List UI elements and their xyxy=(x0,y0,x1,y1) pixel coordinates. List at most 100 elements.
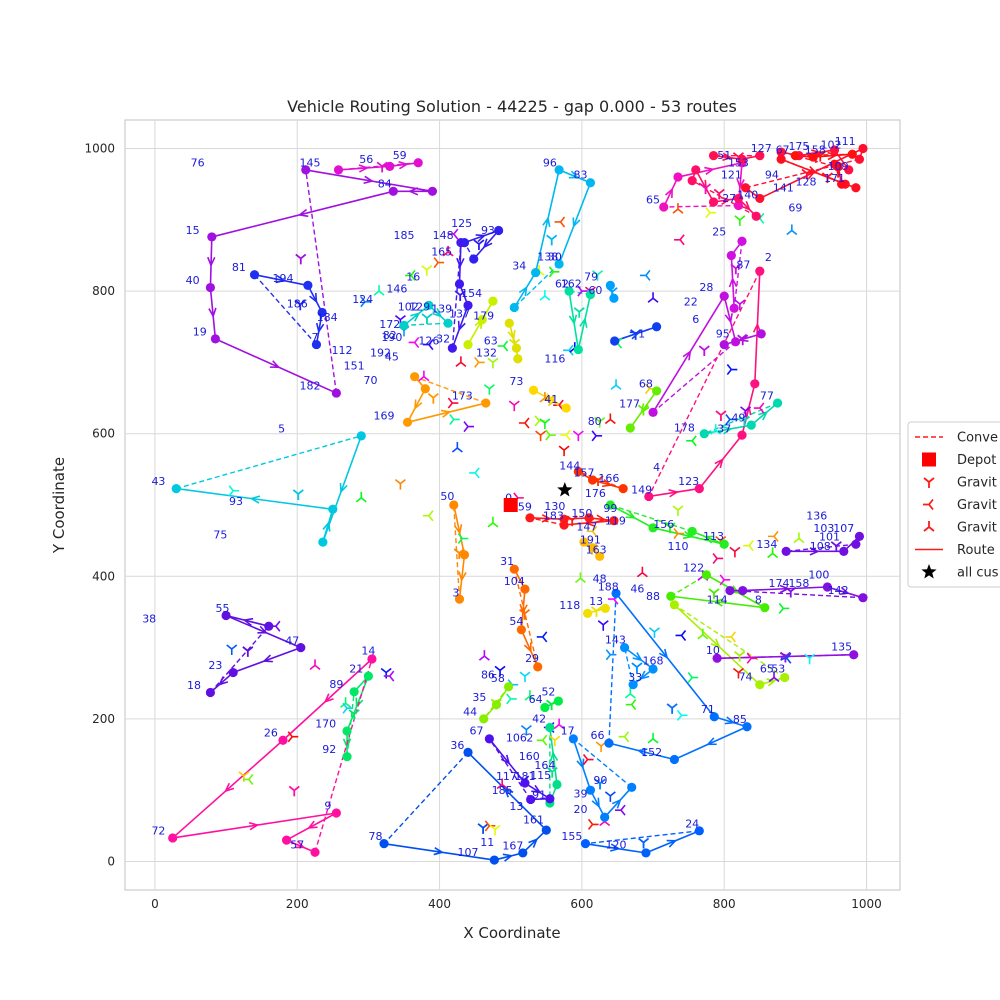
route-segment xyxy=(513,272,537,308)
legend-items: Conve Depot Gravit Gravit Gravit Route all cus xyxy=(915,431,999,581)
gravity-marker xyxy=(675,629,687,641)
node-label: 74 xyxy=(739,670,753,683)
node-label: 13 xyxy=(589,595,603,608)
customer-point xyxy=(659,202,669,212)
route-arrow xyxy=(457,320,466,332)
y-tick-label: 600 xyxy=(92,427,115,441)
route-segment xyxy=(663,176,679,208)
node-label: 125 xyxy=(451,217,472,230)
gravity-marker xyxy=(487,516,499,528)
convex-closing-segment xyxy=(585,830,700,845)
convex-closing-segment xyxy=(488,738,532,800)
gravity-marker xyxy=(489,824,501,836)
node-label: 62 xyxy=(555,278,569,291)
customer-point xyxy=(740,183,751,193)
route-arrow xyxy=(482,238,493,249)
route-segment xyxy=(723,295,737,342)
customer-point xyxy=(587,543,598,553)
node-label: 58 xyxy=(491,672,505,685)
customer-point xyxy=(585,290,596,300)
gravity-marker xyxy=(786,224,798,236)
node-label: 144 xyxy=(559,459,580,472)
route-segment xyxy=(652,295,725,413)
gravity-marker xyxy=(726,364,738,376)
convex-closing-segment xyxy=(691,179,757,217)
customer-point xyxy=(526,794,536,805)
customer-point xyxy=(837,179,847,189)
route-arrow xyxy=(722,152,733,162)
node-label: 164 xyxy=(534,759,555,772)
convex-closing-segment xyxy=(467,319,483,345)
y-tick-label: 0 xyxy=(107,854,115,868)
customer-point xyxy=(528,385,539,395)
customer-point xyxy=(513,354,523,364)
gravity-marker xyxy=(582,754,594,766)
route-arrow xyxy=(839,586,850,596)
node-label: 26 xyxy=(264,727,278,740)
node-label: 60 xyxy=(588,284,602,297)
x-tick-label: 1000 xyxy=(851,897,882,911)
depot-marker xyxy=(503,498,518,512)
route-segment xyxy=(282,658,373,741)
customer-point xyxy=(652,386,662,396)
customer-point xyxy=(477,315,487,325)
gravity-marker xyxy=(734,299,746,310)
gravity-marker xyxy=(615,804,626,816)
customer-point xyxy=(424,300,434,310)
gravity-marker xyxy=(383,670,395,682)
route-segment xyxy=(225,614,269,627)
node-label: 68 xyxy=(639,377,653,390)
route-arrow xyxy=(766,678,778,687)
route-arrow xyxy=(432,307,443,318)
node-label: 66 xyxy=(591,729,605,742)
gravity-marker xyxy=(421,265,433,276)
gravity-marker xyxy=(535,430,547,442)
convex-closing-segment xyxy=(733,241,743,309)
route-arrow xyxy=(440,409,452,418)
node-label: 128 xyxy=(796,176,817,189)
node-label: 70 xyxy=(364,374,378,387)
node-label: 102 xyxy=(398,300,419,313)
route-arrow xyxy=(658,648,669,659)
node-label: 184 xyxy=(317,311,338,324)
route-arrow xyxy=(309,292,318,304)
gravity-marker xyxy=(340,697,352,708)
route-arrow xyxy=(542,216,551,228)
customer-point xyxy=(552,779,562,790)
customer-point xyxy=(760,603,770,613)
gravity-marker xyxy=(591,430,603,442)
customer-point xyxy=(691,165,701,175)
customer-point xyxy=(447,343,457,353)
customer-point xyxy=(648,664,658,674)
convex-closing-segment xyxy=(451,242,462,349)
node-label: 67 xyxy=(470,725,484,738)
customer-point xyxy=(719,339,729,350)
convex-closing-segment xyxy=(403,322,449,327)
gravity-marker xyxy=(442,245,454,257)
route-arrow xyxy=(262,654,273,663)
gravity-marker xyxy=(729,546,741,558)
gravity-marker xyxy=(373,285,385,296)
node-label: 84 xyxy=(378,178,392,191)
node-label: 192 xyxy=(370,347,391,360)
gravity-center-marker xyxy=(473,239,485,251)
node-label: 123 xyxy=(678,475,699,488)
legend-swatch xyxy=(923,521,935,532)
gravity-marker xyxy=(539,392,551,403)
gravity-marker xyxy=(753,402,765,414)
gravity-marker xyxy=(447,228,459,240)
route-arrow xyxy=(456,257,465,269)
route-arrow xyxy=(720,196,731,206)
customer-point xyxy=(854,531,865,541)
customer-point xyxy=(168,833,178,843)
convex-closing-segment xyxy=(572,738,633,788)
node-label: 95 xyxy=(716,327,730,340)
gravity-marker xyxy=(804,653,816,665)
customer-point xyxy=(582,608,593,618)
gravity-marker xyxy=(793,532,805,544)
node-label: 65 xyxy=(760,663,774,676)
customer-point xyxy=(652,322,662,332)
route-arrow xyxy=(363,175,375,184)
customer-point xyxy=(205,282,215,293)
route-segment xyxy=(695,169,715,203)
